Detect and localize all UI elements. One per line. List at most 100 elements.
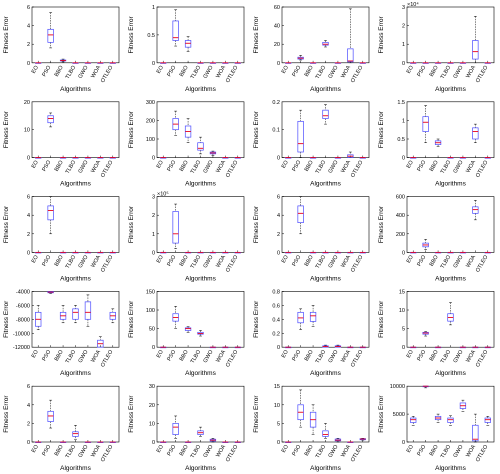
x-tick-label: OTLEO — [225, 443, 240, 463]
y-tick-label: 0 — [27, 250, 30, 256]
x-tick-label: PSO — [291, 443, 302, 457]
box-TLBO — [322, 423, 329, 439]
box-BBO — [59, 251, 67, 254]
y-tick-label: 300 — [146, 100, 155, 106]
box-EO — [35, 62, 42, 64]
y-tick-label: 150 — [146, 289, 155, 295]
box-TLBO — [447, 251, 454, 254]
y-tick-label: 4 — [27, 24, 30, 30]
x-tick-label: EO — [281, 349, 291, 360]
x-tick-label: TLBO — [65, 349, 78, 365]
y-tick-label: 0.6 — [272, 303, 280, 309]
y-tick-label: 0.5 — [147, 33, 155, 39]
box-EO — [410, 62, 417, 64]
box-EO — [160, 62, 167, 64]
box-TLBO — [447, 302, 454, 326]
box-body — [322, 430, 329, 437]
box-OTLEO — [484, 416, 491, 426]
x-axis-label: Algorithms — [60, 370, 91, 377]
box-GWO — [84, 441, 92, 443]
y-tick-label: 0 — [277, 250, 280, 256]
box-BBO — [309, 251, 317, 254]
box-body — [172, 211, 179, 244]
x-tick-label: WOA — [340, 444, 352, 459]
y-axis-label: Fitness Error — [253, 205, 260, 243]
y-tick-label: 1 — [402, 118, 405, 124]
x-tick-label: TLBO — [315, 64, 328, 80]
x-tick-label: PSO — [416, 159, 427, 173]
x-axis-label: Algorithms — [435, 465, 466, 472]
x-tick-label: GWO — [453, 159, 465, 175]
y-tick-label: 0 — [152, 156, 155, 162]
box-BBO — [434, 346, 442, 349]
box-WOA — [472, 123, 479, 143]
x-tick-label: BBO — [179, 64, 190, 78]
box-PSO — [297, 109, 304, 158]
x-tick-label: EO — [31, 64, 41, 75]
x-tick-label: TLBO — [440, 64, 453, 80]
y-tick-label: 200 — [396, 232, 405, 238]
box-TLBO — [197, 330, 204, 337]
box-OTLEO — [109, 62, 116, 64]
box-PSO — [47, 196, 54, 235]
x-tick-label: GWO — [78, 349, 90, 365]
box-OTLEO — [109, 251, 116, 254]
y-tick-label: 600 — [396, 195, 405, 201]
x-tick-label: EO — [156, 443, 166, 454]
y-tick-label: -8000 — [16, 317, 30, 323]
y-tick-label: 1 — [152, 5, 155, 11]
x-tick-label: WOA — [215, 65, 227, 80]
y-tick-label: 100 — [146, 137, 155, 143]
x-tick-label: OTLEO — [350, 349, 365, 369]
x-tick-label: BBO — [429, 349, 440, 363]
y-axis-label: Fitness Error — [378, 110, 385, 148]
y-tick-label: 10 — [274, 403, 280, 409]
y-tick-label: 15 — [274, 384, 280, 390]
x-tick-label: PSO — [416, 443, 427, 457]
box-PSO — [172, 306, 179, 329]
axes-frame — [156, 101, 245, 158]
x-axis-label: Algorithms — [435, 181, 466, 188]
y-tick-label: 0 — [152, 440, 155, 446]
box-GWO — [459, 251, 467, 254]
x-tick-label: BBO — [429, 64, 440, 78]
x-tick-label: EO — [156, 159, 166, 170]
box-EO — [160, 441, 167, 443]
x-tick-label: BBO — [179, 443, 190, 457]
box-EO — [285, 157, 292, 159]
box-TLBO — [197, 62, 204, 64]
box-WOA — [97, 251, 104, 254]
y-exponent-label: ×10⁴ — [407, 1, 419, 8]
x-axis-label: Algorithms — [185, 370, 216, 377]
y-axis-label: Fitness Error — [253, 110, 260, 148]
y-tick-label: 2 — [152, 213, 155, 219]
y-tick-label: 10 — [399, 308, 405, 314]
x-tick-label: PSO — [291, 254, 302, 268]
y-tick-label: 6 — [27, 384, 30, 390]
y-tick-label: 5 — [402, 327, 405, 333]
box-WOA — [222, 441, 229, 443]
box-body — [447, 417, 454, 423]
y-axis-label: Fitness Error — [3, 395, 10, 433]
x-tick-label: GWO — [78, 254, 90, 270]
x-tick-label: GWO — [453, 64, 465, 80]
box-GWO — [209, 251, 217, 254]
x-tick-label: BBO — [179, 159, 190, 173]
box-GWO — [84, 251, 92, 254]
x-tick-label: PSO — [41, 349, 52, 363]
y-tick-label: 0 — [27, 440, 30, 446]
x-tick-label: EO — [156, 64, 166, 75]
y-tick-label: 3 — [402, 5, 405, 11]
y-axis-label: Fitness Error — [378, 395, 385, 433]
x-tick-label: PSO — [41, 64, 52, 78]
box-body — [309, 311, 317, 322]
box-OTLEO — [359, 62, 366, 64]
y-tick-label: -6000 — [16, 303, 30, 309]
box-PSO — [422, 331, 429, 337]
x-tick-label: GWO — [328, 64, 340, 80]
box-BBO — [434, 62, 442, 64]
x-tick-label: GWO — [453, 254, 465, 270]
